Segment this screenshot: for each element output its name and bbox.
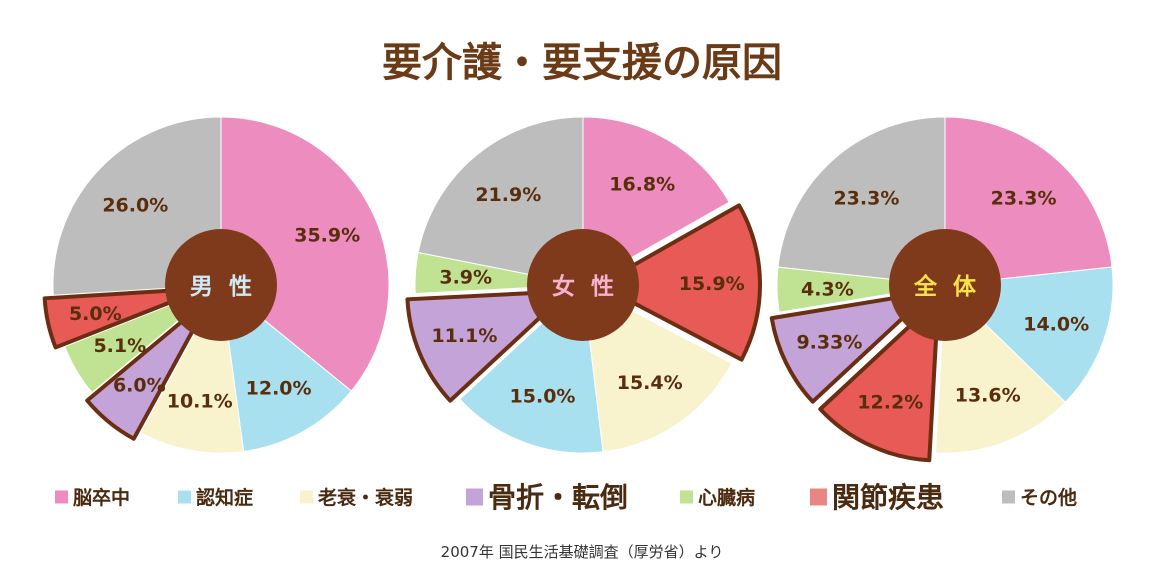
pie-charts-group: 35.9% 12.0% 10.1%6.0% 5.1% 5.0% 26.0% 男 性 16.8%… — [42, 116, 1114, 463]
legend-item: 骨折・転倒 — [466, 481, 628, 514]
legend-item: 脳卒中 — [55, 486, 130, 509]
slice-value-label: 6.0% — [113, 375, 166, 397]
chart-title: 要介護・要支援の原因 — [382, 40, 782, 86]
slice-value-label: 15.9% — [679, 273, 745, 295]
slice-value-label: 5.1% — [93, 335, 146, 357]
legend-swatch — [680, 490, 693, 504]
legend-swatch — [466, 488, 483, 506]
legend-swatch — [55, 490, 68, 504]
legend-label: 心臓病 — [698, 486, 755, 509]
slice-value-label: 10.1% — [167, 391, 233, 413]
legend-label: 認知症 — [196, 486, 253, 509]
legend-swatch — [300, 490, 313, 504]
slice-value-label: 16.8% — [609, 173, 675, 195]
legend-label: その他 — [1020, 486, 1077, 509]
pie-slice — [42, 286, 208, 350]
legend-item: その他 — [1002, 486, 1077, 509]
pie-slice — [769, 290, 933, 404]
pie-slice — [220, 116, 390, 392]
slice-value-label: 11.1% — [431, 325, 497, 347]
slice-value-label: 3.9% — [439, 267, 492, 289]
pie-chart-1: 35.9% 12.0% 10.1%6.0% 5.1% 5.0% 26.0% 男 性 — [42, 116, 390, 454]
slice-value-label: 26.0% — [102, 194, 168, 216]
pie-slice — [818, 297, 941, 463]
legend-label: 脳卒中 — [72, 486, 130, 509]
slice-value-label: 23.3% — [833, 188, 899, 210]
legend-label: 骨折・転倒 — [488, 481, 628, 514]
center-label: 男 性 — [190, 274, 256, 300]
pie-slice — [85, 295, 213, 441]
pie-chart-3: 23.3% 14.0% 13.6% 12.2% 9.33% 4.3% 23.3% 全 体 — [769, 116, 1114, 463]
center-label: 全 体 — [913, 273, 980, 300]
slice-value-label: 35.9% — [294, 225, 360, 247]
center-badge — [527, 229, 639, 341]
center-badge — [165, 229, 277, 341]
center-label: 女 性 — [552, 273, 618, 300]
legend-item: 認知症 — [178, 486, 253, 509]
pie-slice — [777, 116, 946, 286]
pie-chart-2: 16.8% 15.9% 15.4% 15.0% 11.1% 3.9% 21.9% 女 性 — [405, 116, 762, 454]
legend-swatch — [178, 490, 191, 504]
legend-swatch — [810, 488, 827, 506]
pie-slice — [944, 116, 1113, 286]
center-badge — [889, 229, 1001, 341]
slice-value-label: 12.2% — [857, 392, 923, 414]
legend-item: 老衰・衰弱 — [300, 486, 413, 509]
slice-value-label: 15.4% — [617, 372, 683, 394]
pie-slice — [596, 203, 762, 362]
legend-label: 老衰・衰弱 — [318, 486, 413, 509]
slice-value-label: 14.0% — [1023, 313, 1089, 335]
slice-value-label: 9.33% — [796, 332, 862, 354]
legend-item: 関節疾患 — [810, 481, 944, 514]
slice-value-label: 12.0% — [246, 378, 312, 400]
slice-value-label: 13.6% — [955, 385, 1021, 407]
legend: 脳卒中 認知症 老衰・衰弱 骨折・転倒 心臓病 関節疾患 その他 — [55, 481, 1077, 514]
slice-value-label: 15.0% — [510, 385, 576, 407]
legend-swatch — [1002, 490, 1015, 504]
pie-slice — [417, 116, 584, 286]
legend-item: 心臓病 — [680, 486, 755, 509]
slice-value-label: 5.0% — [69, 303, 122, 325]
pie-slice — [405, 289, 571, 403]
source-note: 2007年 国民生活基礎調査（厚労省）より — [441, 543, 724, 561]
slice-value-label: 4.3% — [801, 278, 854, 300]
slice-value-label: 21.9% — [475, 184, 541, 206]
legend-label: 関節疾患 — [832, 481, 944, 514]
slice-value-label: 23.3% — [991, 188, 1057, 210]
